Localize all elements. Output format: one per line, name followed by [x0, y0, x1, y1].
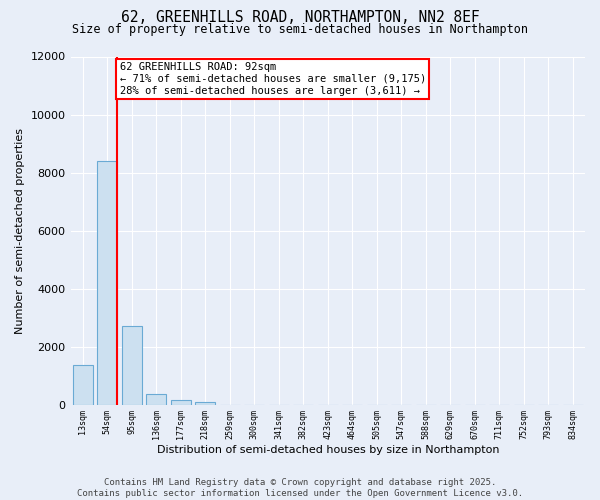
Text: 62 GREENHILLS ROAD: 92sqm
← 71% of semi-detached houses are smaller (9,175)
28% : 62 GREENHILLS ROAD: 92sqm ← 71% of semi-… — [119, 62, 426, 96]
Bar — [171, 400, 191, 404]
Y-axis label: Number of semi-detached properties: Number of semi-detached properties — [15, 128, 25, 334]
Text: Size of property relative to semi-detached houses in Northampton: Size of property relative to semi-detach… — [72, 22, 528, 36]
Bar — [196, 402, 215, 404]
Text: 62, GREENHILLS ROAD, NORTHAMPTON, NN2 8EF: 62, GREENHILLS ROAD, NORTHAMPTON, NN2 8E… — [121, 10, 479, 25]
Text: Contains HM Land Registry data © Crown copyright and database right 2025.
Contai: Contains HM Land Registry data © Crown c… — [77, 478, 523, 498]
Bar — [73, 366, 92, 405]
X-axis label: Distribution of semi-detached houses by size in Northampton: Distribution of semi-detached houses by … — [157, 445, 499, 455]
Bar — [122, 326, 142, 404]
Bar — [146, 394, 166, 404]
Bar — [97, 161, 117, 404]
